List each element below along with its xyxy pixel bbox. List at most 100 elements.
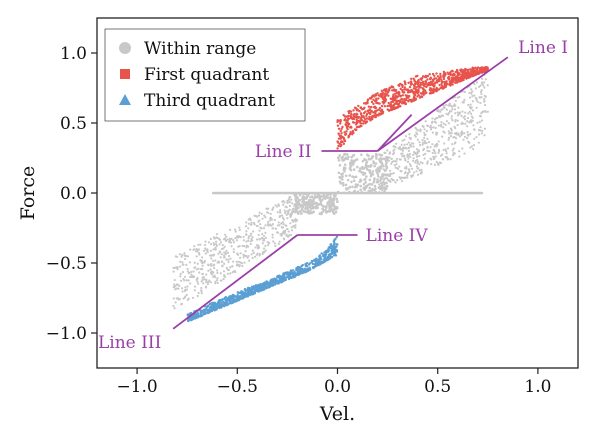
third-quadrant-point (204, 308, 207, 312)
first-quadrant-point (436, 75, 440, 78)
within-range-point (446, 147, 450, 150)
first-quadrant-point (339, 129, 342, 133)
within-range-point (415, 165, 419, 168)
within-range-point (273, 242, 276, 245)
within-range-point (258, 211, 261, 214)
within-range-point (395, 163, 398, 166)
first-quadrant-point (418, 96, 422, 99)
third-quadrant-point (293, 270, 296, 274)
within-range-point (386, 178, 390, 181)
third-quadrant-point (320, 252, 323, 255)
within-range-point (421, 143, 424, 146)
third-quadrant-point (225, 296, 228, 300)
within-range-point (344, 174, 348, 178)
first-quadrant-point (370, 105, 373, 109)
first-quadrant-point (336, 147, 339, 150)
first-quadrant-point (396, 92, 399, 95)
within-range-point (212, 275, 215, 278)
within-range-point (251, 249, 254, 252)
first-quadrant-point (347, 123, 350, 126)
first-quadrant-point (443, 80, 446, 84)
within-range-point (239, 236, 242, 239)
within-range-point (180, 287, 184, 290)
within-range-point (258, 229, 261, 232)
first-quadrant-point (343, 131, 346, 134)
within-range-point (294, 218, 297, 221)
within-range-point (204, 240, 207, 243)
first-quadrant-point (442, 86, 446, 90)
first-quadrant-point (374, 115, 377, 119)
first-quadrant-point (355, 109, 359, 112)
within-range-point (281, 216, 285, 219)
first-quadrant-point (373, 110, 377, 114)
within-range-point (432, 126, 435, 129)
within-range-point (370, 183, 374, 186)
within-range-point (249, 234, 252, 237)
first-quadrant-point (474, 71, 477, 74)
within-range-point (238, 226, 241, 229)
within-range-point (366, 153, 369, 157)
third-quadrant-point (246, 286, 250, 290)
within-range-point (183, 252, 186, 255)
first-quadrant-point (387, 101, 390, 105)
within-range-point (415, 170, 418, 173)
third-quadrant-point (329, 247, 333, 250)
within-range-point (406, 176, 409, 179)
within-range-point (382, 178, 386, 181)
third-quadrant-point (188, 318, 191, 322)
within-range-point (200, 259, 203, 263)
y-tick-label: −1.0 (46, 324, 87, 344)
first-quadrant-point (395, 94, 398, 98)
first-quadrant-point (355, 123, 358, 126)
first-quadrant-point (350, 113, 353, 116)
third-quadrant-point (297, 268, 301, 272)
first-quadrant-point (349, 110, 353, 113)
within-range-point (197, 282, 200, 285)
within-range-point (205, 273, 208, 276)
first-quadrant-point (347, 134, 350, 138)
within-range-point (202, 249, 205, 252)
first-quadrant-point (435, 86, 438, 90)
first-quadrant-point (353, 112, 356, 116)
first-quadrant-point (390, 97, 393, 101)
within-range-point (198, 271, 201, 274)
within-range-point (264, 236, 267, 240)
within-range-point (283, 230, 287, 234)
within-range-point (261, 242, 264, 245)
first-quadrant-point (361, 122, 365, 125)
within-range-point (266, 223, 270, 226)
within-range-point (392, 151, 396, 155)
within-range-point (453, 108, 457, 111)
series-first-quadrant (336, 65, 489, 150)
within-range-point (235, 239, 239, 242)
within-range-point (209, 242, 213, 246)
within-range-point (227, 240, 231, 244)
third-quadrant-point (333, 249, 336, 252)
within-range-point (237, 260, 241, 263)
within-range-point (393, 145, 396, 148)
third-quadrant-point (319, 262, 322, 265)
first-quadrant-point (421, 76, 424, 80)
within-range-point (401, 149, 405, 152)
first-quadrant-point (378, 106, 382, 110)
within-range-point (334, 207, 338, 211)
within-range-point (250, 237, 253, 241)
within-range-point (336, 200, 339, 204)
first-quadrant-point (413, 85, 416, 88)
first-quadrant-point (346, 118, 349, 122)
third-quadrant-point (202, 313, 205, 316)
within-range-point (326, 196, 330, 200)
first-quadrant-point (346, 127, 349, 131)
within-range-point (472, 148, 475, 151)
within-range-point (375, 180, 379, 184)
first-quadrant-point (444, 85, 447, 88)
third-quadrant-point (222, 300, 225, 304)
within-range-point (436, 143, 439, 146)
first-quadrant-point (375, 101, 378, 105)
within-range-point (381, 180, 385, 184)
third-quadrant-point (253, 292, 256, 295)
within-range-point (404, 176, 407, 179)
within-range-point (448, 136, 451, 139)
within-range-point (451, 119, 454, 122)
within-range-point (207, 241, 211, 244)
